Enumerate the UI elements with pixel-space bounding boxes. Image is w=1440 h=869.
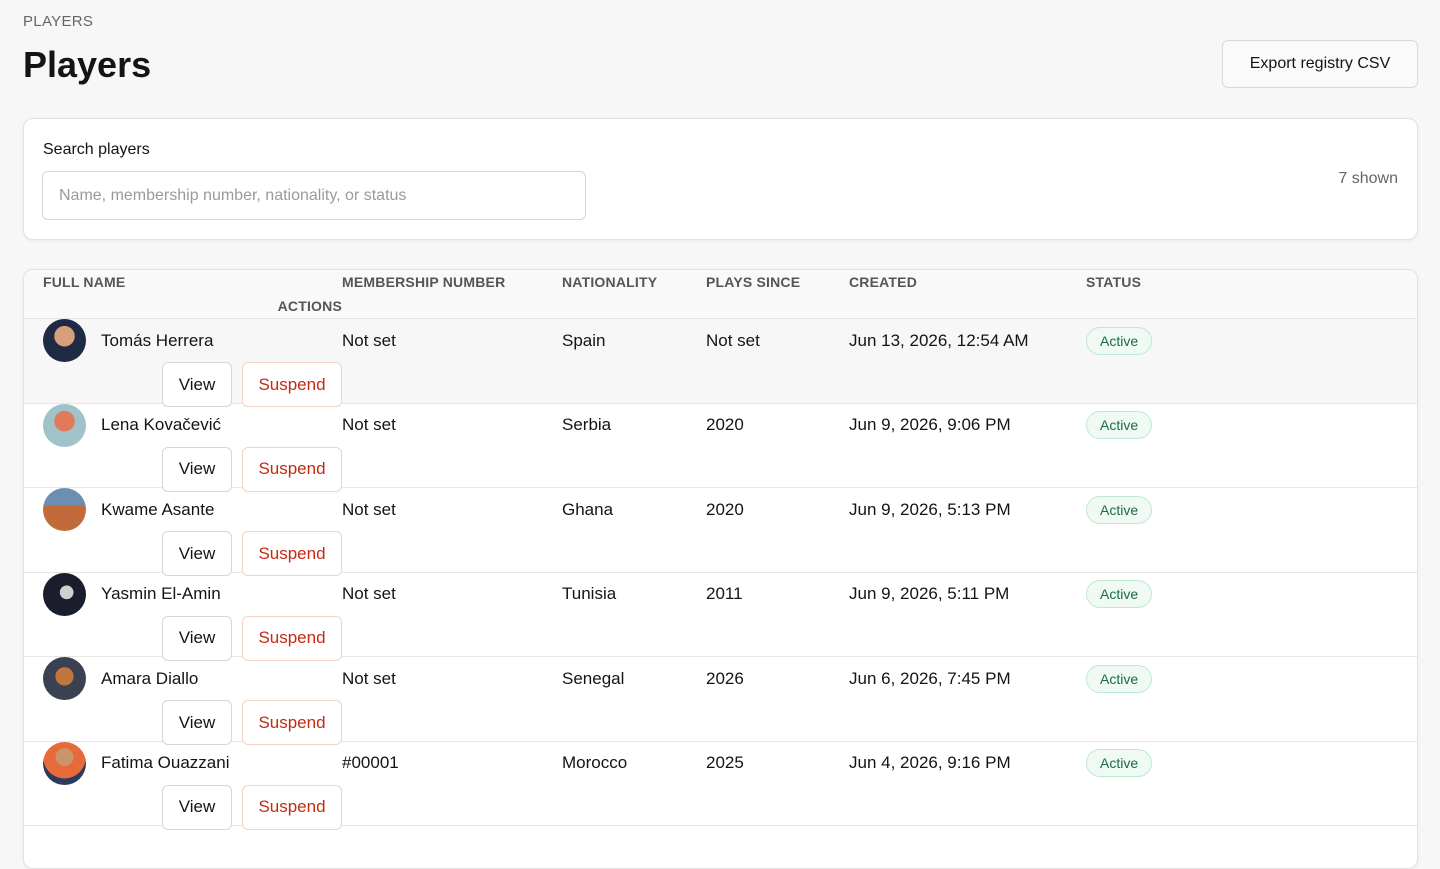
view-button[interactable]: View: [162, 700, 232, 745]
table-row[interactable]: Lena Kovačević Not set Serbia 2020 Jun 9, 20…: [24, 403, 1417, 492]
avatar: [43, 741, 86, 785]
suspend-button[interactable]: Suspend: [242, 362, 342, 407]
status-badge: Active: [1086, 495, 1153, 524]
table-row[interactable]: Yasmin El-Amin Not set Tunisia 2011 Jun 9, 2…: [24, 572, 1417, 661]
status-badge: Active: [1086, 580, 1153, 608]
view-button[interactable]: View: [162, 446, 232, 492]
table-row[interactable]: Fatima Ouazzani #00001 Morocco 2025 Jun 4, 2…: [24, 741, 1417, 830]
actions-cell: View Suspend: [43, 615, 342, 661]
membership-number: #00001: [342, 753, 399, 772]
actions-cell: View Suspend: [43, 700, 342, 745]
name-cell: Yasmin El-Amin: [43, 572, 342, 616]
column-header: ACTIONS: [277, 298, 342, 314]
nationality: Serbia: [562, 415, 612, 434]
nationality: Senegal: [562, 668, 625, 688]
nationality: Morocco: [562, 753, 628, 772]
status-cell: Active: [1086, 580, 1398, 608]
status-badge: Active: [1086, 411, 1153, 439]
nationality: Spain: [562, 330, 606, 350]
membership-number: Not set: [342, 415, 396, 434]
created-date: Jun 9, 2026, 5:11 PM: [849, 584, 1010, 603]
player-name: Amara Diallo: [101, 668, 199, 688]
player-name: Fatima Ouazzani: [101, 753, 230, 772]
name-cell: Fatima Ouazzani: [43, 741, 342, 785]
view-button[interactable]: View: [162, 615, 232, 661]
suspend-button[interactable]: Suspend: [242, 784, 342, 830]
suspend-button[interactable]: Suspend: [242, 531, 342, 576]
status-cell: Active: [1086, 664, 1398, 693]
actions-cell: View Suspend: [43, 446, 342, 492]
avatar: [43, 572, 86, 616]
nationality: Tunisia: [562, 584, 617, 603]
plays-since: Not set: [706, 330, 760, 350]
actions-cell: View Suspend: [43, 784, 342, 830]
view-button[interactable]: View: [162, 531, 232, 576]
created-date: Jun 4, 2026, 9:16 PM: [849, 753, 1011, 772]
plays-since: 2011: [706, 584, 743, 603]
membership-number: Not set: [342, 584, 396, 603]
player-name: Lena Kovačević: [101, 415, 222, 434]
table-row[interactable]: Tomás Herrera Not set Spain Not set Jun 13, …: [24, 319, 1417, 407]
column-header: MEMBERSHIP NUMBER: [342, 274, 506, 290]
column-header: CREATED: [849, 274, 918, 290]
column-header: PLAYS SINCE: [706, 274, 801, 290]
plays-since: 2020: [706, 415, 744, 434]
created-date: Jun 9, 2026, 5:13 PM: [849, 499, 1011, 519]
status-badge: Active: [1086, 326, 1153, 355]
player-name: Yasmin El-Amin: [101, 584, 221, 603]
actions-cell: View Suspend: [43, 362, 342, 407]
status-badge: Active: [1086, 749, 1153, 777]
actions-cell: View Suspend: [43, 531, 342, 576]
suspend-button[interactable]: Suspend: [242, 446, 342, 492]
plays-since: 2020: [706, 499, 744, 519]
nationality: Ghana: [562, 499, 614, 519]
table-header: FULL NAME MEMBERSHIP NUMBER NATIONALITY PLA…: [24, 270, 1417, 319]
search-input[interactable]: Name, membership number, nationality, or…: [42, 171, 586, 220]
table-row[interactable]: Kwame Asante Not set Ghana 2020 Jun 9, 2026,…: [24, 488, 1417, 576]
player-name: Tomás Herrera: [101, 330, 214, 350]
players-table: FULL NAME MEMBERSHIP NUMBER NATIONALITY PLA…: [23, 269, 1418, 869]
status-cell: Active: [1086, 495, 1398, 524]
created-date: Jun 13, 2026, 12:54 AM: [849, 330, 1029, 350]
status-badge: Active: [1086, 664, 1153, 693]
search-card: Search players Name, membership number, …: [23, 118, 1418, 240]
column-header: STATUS: [1086, 274, 1142, 290]
name-cell: Kwame Asante: [43, 488, 342, 531]
view-button[interactable]: View: [162, 362, 232, 407]
avatar: [43, 319, 86, 362]
avatar: [43, 488, 86, 531]
plays-since: 2026: [706, 668, 744, 688]
status-cell: Active: [1086, 326, 1398, 355]
created-date: Jun 9, 2026, 9:06 PM: [849, 415, 1011, 434]
name-cell: Lena Kovačević: [43, 403, 342, 447]
name-cell: Tomás Herrera: [43, 319, 342, 362]
avatar: [43, 657, 86, 700]
search-placeholder: Name, membership number, nationality, or…: [59, 186, 407, 204]
suspend-button[interactable]: Suspend: [242, 700, 342, 745]
name-cell: Amara Diallo: [43, 657, 342, 700]
membership-number: Not set: [342, 499, 396, 519]
suspend-button[interactable]: Suspend: [242, 615, 342, 661]
player-name: Kwame Asante: [101, 499, 215, 519]
plays-since: 2025: [706, 753, 744, 772]
membership-number: Not set: [342, 330, 396, 350]
membership-number: Not set: [342, 668, 396, 688]
shown-count: 7 shown: [1338, 170, 1398, 187]
status-cell: Active: [1086, 749, 1398, 777]
avatar: [43, 403, 86, 447]
column-header: FULL NAME: [43, 274, 126, 290]
column-header: NATIONALITY: [562, 274, 658, 290]
created-date: Jun 6, 2026, 7:45 PM: [849, 668, 1011, 688]
page: PLAYERS Players Export registry CSV Sear…: [23, 13, 1418, 869]
table-row[interactable]: Amara Diallo Not set Senegal 2026 Jun 6, 202…: [24, 657, 1417, 745]
page-title: Players: [23, 44, 152, 85]
status-cell: Active: [1086, 411, 1398, 439]
view-button[interactable]: View: [162, 784, 232, 830]
breadcrumb[interactable]: PLAYERS: [23, 13, 94, 30]
table-row: [24, 826, 1417, 868]
search-label: Search players: [43, 141, 150, 158]
export-button[interactable]: Export registry CSV: [1222, 40, 1418, 88]
